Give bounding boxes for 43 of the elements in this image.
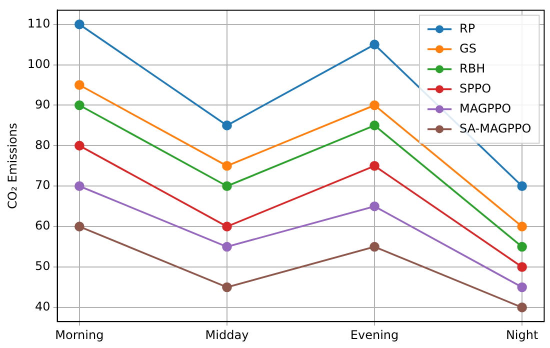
point (222, 120, 232, 130)
y-axis-title: CO₂ Emissions (5, 122, 20, 209)
point (370, 242, 380, 252)
point (517, 302, 527, 312)
point (370, 40, 380, 50)
y-tick-label: 40 (35, 300, 50, 314)
legend-label: GS (460, 41, 476, 56)
x-tick-label: Morning (55, 328, 104, 342)
point (222, 161, 232, 171)
point (222, 242, 232, 252)
point (370, 201, 380, 212)
y-tick-label: 50 (35, 259, 50, 274)
point (222, 222, 232, 232)
point (74, 80, 84, 90)
y-tick-label: 90 (35, 97, 50, 112)
point (517, 282, 527, 292)
point (74, 19, 84, 30)
y-tick-label: 70 (35, 178, 50, 192)
point (222, 282, 232, 292)
point (370, 100, 380, 110)
point (517, 242, 527, 252)
point (370, 120, 380, 130)
point (517, 181, 527, 192)
y-tick-label: 60 (35, 218, 50, 233)
point (517, 222, 527, 232)
y-tick-label: 80 (35, 138, 50, 152)
legend-label: SPPO (460, 81, 492, 96)
point (74, 140, 84, 151)
legend-label: MAGPPO (460, 101, 512, 116)
y-tick-label: 110 (27, 16, 50, 30)
point (222, 181, 232, 192)
legend-label: RP (460, 21, 476, 36)
point (517, 262, 527, 272)
point (370, 161, 380, 171)
x-tick-label: Midday (205, 328, 249, 342)
legend-label: RBH (460, 61, 486, 76)
y-tick-label: 100 (27, 56, 50, 71)
legend-label: SA-MAGPPO (460, 121, 532, 136)
point (74, 181, 84, 192)
point (74, 222, 84, 232)
x-tick-label: Night (506, 328, 538, 342)
point (74, 100, 84, 110)
x-tick-label: Evening (350, 328, 399, 342)
